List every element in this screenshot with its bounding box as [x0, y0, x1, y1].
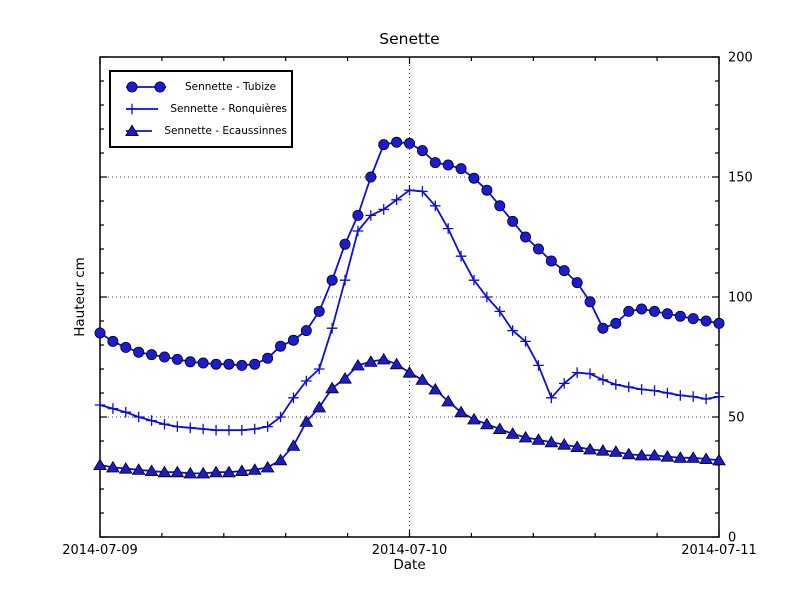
- legend-item-label: Sennette - Ecaussinnes: [164, 125, 287, 137]
- svg-text:150: 150: [728, 171, 753, 186]
- svg-text:0: 0: [728, 531, 736, 546]
- legend-item: Sennette - Ecaussinnes: [121, 123, 287, 139]
- legend-marker-plus-icon: [126, 103, 159, 115]
- legend-item: Sennette - Ronquières: [121, 101, 287, 117]
- svg-text:50: 50: [728, 411, 745, 426]
- svg-text:2014-07-09: 2014-07-09: [62, 543, 138, 558]
- svg-text:100: 100: [728, 291, 753, 306]
- legend: Sennette - Tubize Sennette - Ronquières …: [109, 70, 293, 148]
- legend-item-label: Sennette - Tubize: [185, 81, 277, 93]
- legend-item: Sennette - Tubize: [121, 79, 287, 95]
- svg-text:2014-07-11: 2014-07-11: [681, 543, 757, 558]
- legend-item-label: Sennette - Ronquières: [170, 103, 287, 115]
- svg-text:200: 200: [728, 51, 753, 66]
- legend-marker-triangle-icon: [125, 124, 153, 136]
- chart-title: Senette: [379, 30, 440, 48]
- legend-marker-circle-icon: [126, 81, 166, 93]
- x-axis-label: Date: [393, 557, 426, 573]
- svg-text:2014-07-10: 2014-07-10: [372, 543, 448, 558]
